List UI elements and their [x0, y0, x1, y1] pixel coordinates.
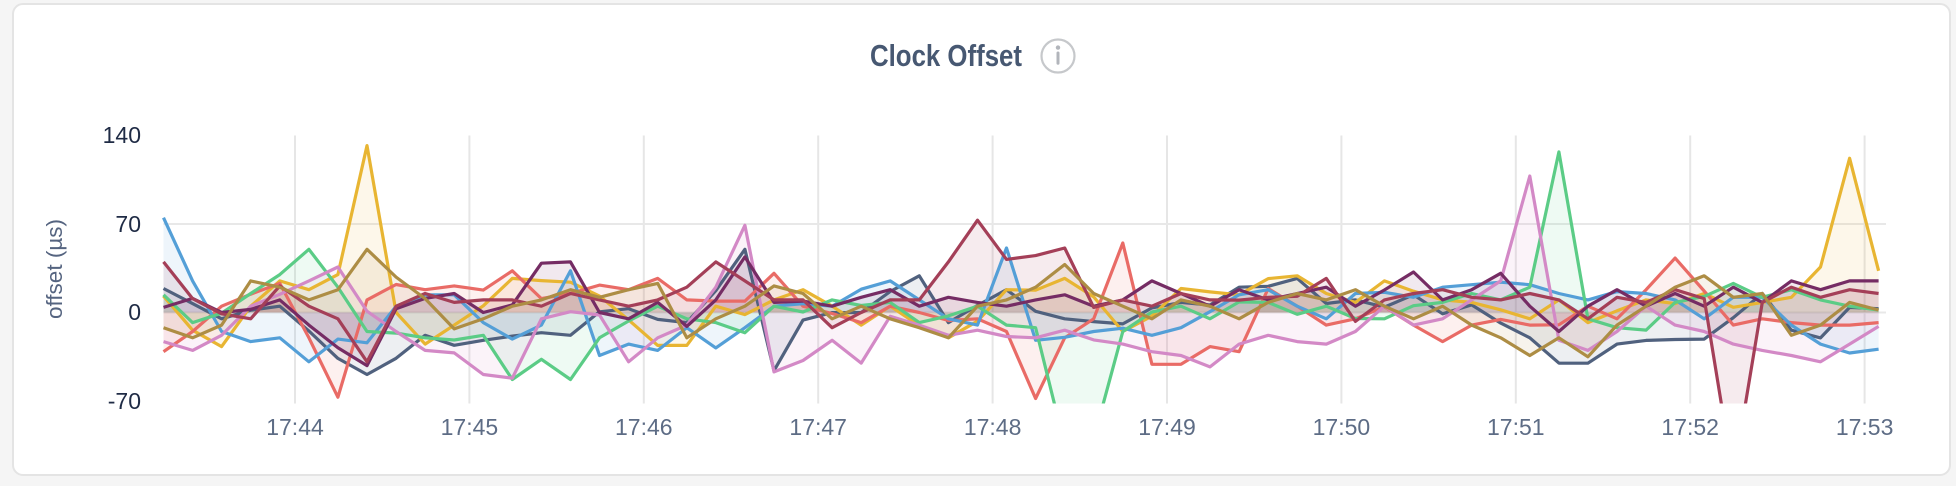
- svg-text:17:51: 17:51: [1487, 414, 1545, 440]
- svg-text:17:47: 17:47: [789, 414, 847, 440]
- svg-text:70: 70: [115, 211, 141, 237]
- svg-text:17:48: 17:48: [964, 414, 1022, 440]
- svg-text:17:49: 17:49: [1138, 414, 1196, 440]
- svg-text:-70: -70: [108, 388, 141, 414]
- svg-text:17:46: 17:46: [615, 414, 673, 440]
- svg-text:17:52: 17:52: [1661, 414, 1719, 440]
- svg-text:offset (µs): offset (µs): [42, 219, 67, 319]
- svg-text:17:44: 17:44: [266, 414, 324, 440]
- svg-text:17:53: 17:53: [1836, 414, 1894, 440]
- svg-text:17:45: 17:45: [441, 414, 499, 440]
- svg-text:17:50: 17:50: [1313, 414, 1371, 440]
- svg-text:0: 0: [128, 299, 141, 325]
- svg-text:Clock Offset: Clock Offset: [870, 38, 1022, 73]
- svg-text:140: 140: [103, 122, 141, 148]
